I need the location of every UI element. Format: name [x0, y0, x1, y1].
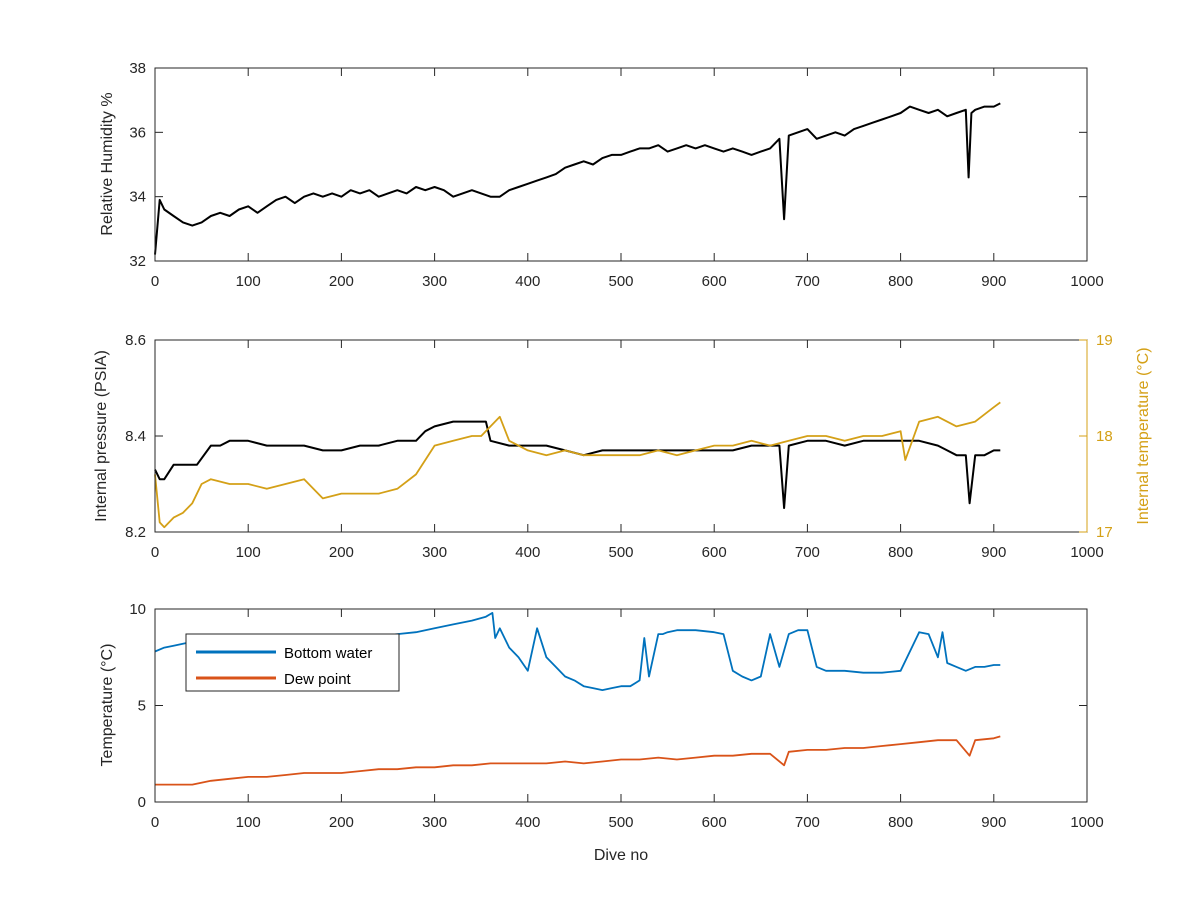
y-tick-label-0-3: 38	[129, 60, 146, 77]
x-tick-label-2-3: 300	[422, 814, 447, 831]
x-tick-label-2-2: 200	[329, 814, 354, 831]
series-line-1-1	[154, 401, 1001, 529]
x-tick-label-0-6: 600	[702, 273, 727, 290]
y-right-tick-label-1-2: 19	[1096, 332, 1113, 349]
internal-temperature-ylabel: Internal temperature (°C)	[1135, 347, 1152, 524]
x-tick-label-2-10: 1000	[1070, 814, 1103, 831]
legend-label-dew-point: Dew point	[284, 671, 352, 688]
x-tick-label-2-4: 400	[515, 814, 540, 831]
x-tick-label-2-9: 900	[981, 814, 1006, 831]
x-tick-label-2-7: 700	[795, 814, 820, 831]
x-tick-label-2-6: 600	[702, 814, 727, 831]
x-tick-label-0-7: 700	[795, 273, 820, 290]
y-tick-label-2-2: 10	[129, 601, 146, 618]
x-tick-label-1-4: 400	[515, 544, 540, 561]
x-tick-label-1-7: 700	[795, 544, 820, 561]
y-tick-label-0-2: 36	[129, 124, 146, 141]
legend-box	[185, 633, 400, 692]
y-tick-label-0-0: 32	[129, 253, 146, 270]
series-line-0-0	[154, 102, 1001, 255]
x-tick-label-0-3: 300	[422, 273, 447, 290]
x-tick-label-1-8: 800	[888, 544, 913, 561]
x-tick-label-2-8: 800	[888, 814, 913, 831]
x-tick-label-1-0: 0	[151, 544, 159, 561]
x-tick-label-2-1: 100	[236, 814, 261, 831]
y-tick-label-1-1: 8.4	[125, 428, 146, 445]
pressure-panel: Internal pressure (PSIA) Internal temper…	[93, 332, 1152, 561]
x-tick-label-1-5: 500	[608, 544, 633, 561]
x-tick-label-1-1: 100	[236, 544, 261, 561]
humidity-panel: Relative Humidity % 0 100 200 300 400 500 600 7…	[99, 60, 1104, 290]
pressure-ylabel: Internal pressure (PSIA)	[93, 350, 110, 522]
y-tick-label-2-0: 0	[138, 794, 146, 811]
y-tick-label-2-1: 5	[138, 698, 146, 715]
x-tick-label-0-2: 200	[329, 273, 354, 290]
temperature-xlabel: Dive no	[594, 847, 648, 864]
x-tick-label-2-0: 0	[151, 814, 159, 831]
y-right-tick-label-1-1: 18	[1096, 428, 1113, 445]
y-right-tick-label-1-0: 17	[1096, 524, 1113, 541]
x-tick-label-0-0: 0	[151, 273, 159, 290]
x-tick-label-0-4: 400	[515, 273, 540, 290]
y-tick-label-1-2: 8.6	[125, 332, 146, 349]
x-tick-label-1-3: 300	[422, 544, 447, 561]
x-tick-label-2-5: 500	[608, 814, 633, 831]
x-tick-label-1-9: 900	[981, 544, 1006, 561]
x-tick-label-0-1: 100	[236, 273, 261, 290]
temperature-ylabel: Temperature (°C)	[99, 644, 116, 767]
x-tick-label-1-10: 1000	[1070, 544, 1103, 561]
x-tick-label-1-2: 200	[329, 544, 354, 561]
y-tick-label-1-0: 8.2	[125, 524, 146, 541]
series-line-2-1	[155, 735, 1001, 786]
x-tick-label-1-6: 600	[702, 544, 727, 561]
x-tick-label-0-9: 900	[981, 273, 1006, 290]
x-tick-label-0-5: 500	[608, 273, 633, 290]
legend-label-bottom-water: Bottom water	[284, 645, 372, 662]
temperature-panel: Temperature (°C) Dive no Bottom water De…	[99, 601, 1104, 864]
x-tick-label-0-10: 1000	[1070, 273, 1103, 290]
x-tick-label-0-8: 800	[888, 273, 913, 290]
legend: Bottom water Dew point	[185, 633, 400, 692]
humidity-ylabel: Relative Humidity %	[99, 92, 116, 235]
y-tick-label-0-1: 34	[129, 189, 146, 206]
